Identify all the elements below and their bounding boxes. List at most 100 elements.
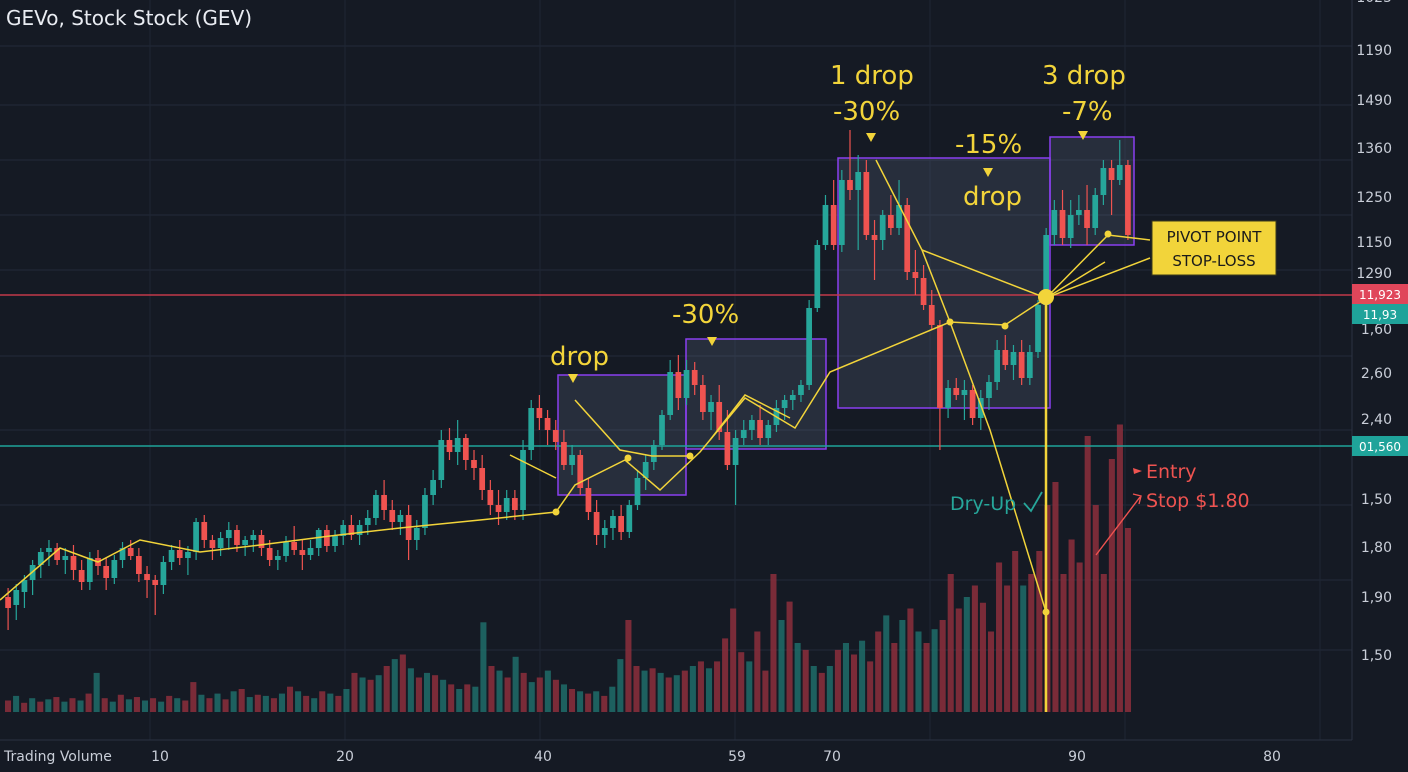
annotation-drop-first: drop (550, 342, 609, 372)
volume-bar (311, 698, 318, 712)
volume-bar (1084, 436, 1091, 712)
y-axis-label: 1360 (1356, 141, 1392, 157)
candle-body (961, 390, 968, 395)
annotation-drop1-title: 1 drop (830, 61, 914, 91)
volume-bar (423, 672, 431, 712)
y-axis: 1025 1190 1490 1360 1250 1150 1290 1,60 2,60 2,40… (1356, 0, 1392, 664)
x-axis-tick-label: 40 (534, 749, 552, 765)
volume-bar (254, 694, 261, 712)
pullback-line-1 (574, 399, 690, 457)
candle-body (111, 560, 118, 578)
candle-body (503, 498, 510, 512)
candle-body (1108, 168, 1115, 180)
candle-body (225, 530, 232, 538)
pullback-line-2 (509, 454, 557, 479)
volume-bar (319, 691, 326, 712)
volume-bar (1004, 585, 1011, 712)
price-tag-red-text: 11,923 (1359, 288, 1401, 302)
volume-bar (1108, 459, 1115, 712)
candles (5, 130, 1131, 630)
candle-body (830, 205, 837, 245)
volume-bar (818, 672, 825, 712)
candle-body (585, 488, 592, 512)
volume-bar (996, 562, 1003, 712)
y-axis-label: 1,50 (1361, 648, 1392, 664)
y-axis-label: 1150 (1356, 235, 1392, 251)
candle-body (896, 205, 902, 228)
candle-body (46, 548, 52, 552)
stop-label: Stop $1.80 (1146, 490, 1250, 512)
candle-body (642, 462, 649, 478)
candle-body (193, 522, 199, 552)
candle-body (912, 272, 919, 278)
candle-body (1059, 210, 1066, 238)
y-axis-label: 1190 (1356, 43, 1392, 59)
volume-bar (166, 695, 173, 712)
volume-bar (174, 698, 181, 712)
volume-bar (21, 702, 28, 712)
volume-bar (45, 699, 52, 712)
annotation-pct-fourth: -15% (955, 130, 1022, 160)
candle-body (37, 552, 44, 565)
volume-bar (230, 691, 237, 712)
volume-bar (399, 654, 406, 712)
trend-point-1 (552, 508, 560, 516)
candle-body (266, 548, 273, 560)
annotation-drop-fourth: drop (963, 182, 1022, 212)
candle-body (291, 542, 298, 550)
volume-bar (206, 698, 213, 712)
volume-bar (1036, 551, 1043, 712)
base-box-2 (685, 338, 827, 450)
volume-bar (222, 699, 229, 712)
candle-body (332, 536, 338, 546)
candle-body (814, 245, 821, 308)
volume-bar (238, 689, 245, 712)
volume-bar (544, 670, 551, 712)
volume-bar (278, 693, 285, 712)
candle-body (389, 510, 396, 522)
grid-lines (0, 0, 1353, 740)
volume-bar (61, 701, 68, 712)
volume-bar (786, 601, 793, 712)
trend-lines (0, 159, 1151, 712)
candle-body (315, 530, 322, 548)
candle-body (1043, 235, 1050, 305)
candle-body (879, 215, 886, 240)
trend-point-3 (686, 452, 694, 460)
volume-bar (770, 574, 777, 712)
volume-bar (327, 693, 334, 712)
x-axis-tick-label: 80 (1263, 749, 1281, 765)
volume-bar (536, 677, 543, 712)
candle-body (201, 522, 208, 540)
x-axis-tick-label: 10 (151, 749, 169, 765)
volume-bar (303, 695, 310, 712)
dry-up-label: Dry-Up (950, 493, 1016, 515)
x-axis: Trading Volume 10 20 40 59 70 90 80 (3, 749, 1281, 765)
candle-body (283, 542, 289, 556)
annotation-drop1-pct: -30% (833, 97, 900, 127)
volume-bar (552, 679, 559, 712)
volume-bar (1092, 505, 1099, 712)
candle-body (691, 370, 698, 385)
volume-bar (53, 697, 60, 712)
volume-bar (391, 659, 398, 712)
candle-body (798, 385, 804, 395)
volume-bar (512, 656, 519, 712)
candle-body (937, 325, 943, 408)
volume-bar (77, 700, 84, 712)
volume-bar (125, 699, 132, 712)
volume-bar (198, 694, 205, 712)
candle-body (618, 516, 624, 532)
volume-bar (504, 677, 511, 712)
volume-bar (150, 698, 157, 712)
arrow-drop-3 (866, 133, 876, 142)
candle-body (650, 445, 657, 462)
pullback-line-3 (709, 394, 791, 441)
candle-body (258, 535, 265, 548)
candle-body (86, 558, 93, 582)
candle-body (1067, 215, 1074, 238)
y-axis-label: 1490 (1356, 93, 1392, 109)
volume-bar (37, 701, 44, 712)
candle-body (1125, 165, 1131, 235)
